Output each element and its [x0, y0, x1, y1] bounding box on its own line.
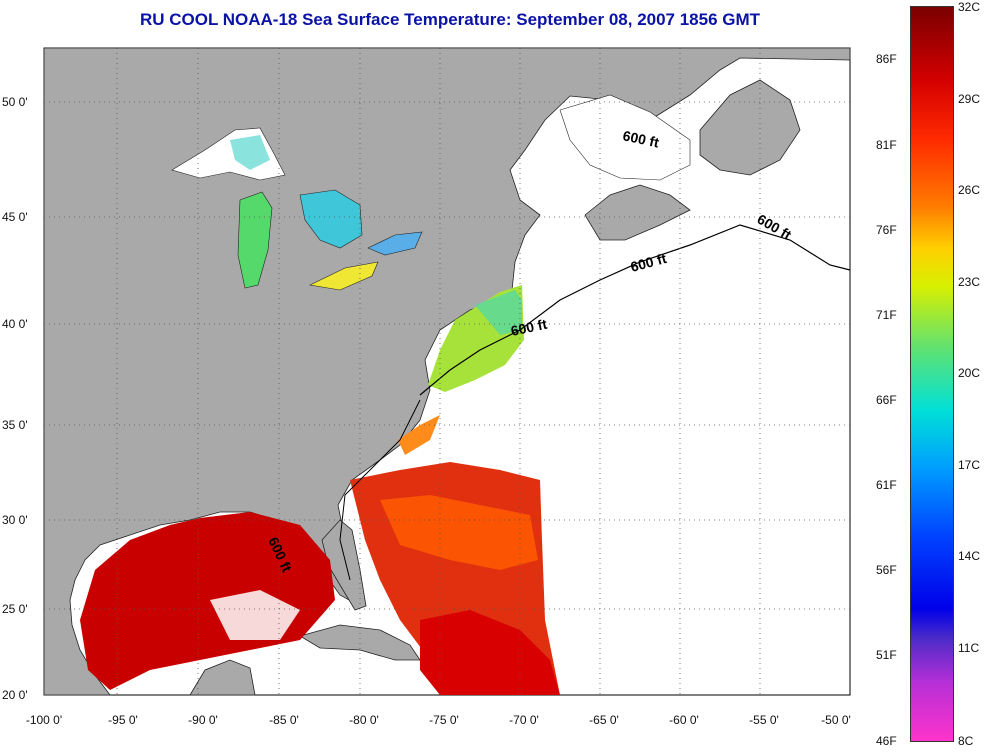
- colorbar-fahrenheit-label: 76F: [876, 223, 897, 237]
- sst-midatlantic-cool: [475, 290, 522, 335]
- colorbar-celsius-label: 20C: [958, 366, 981, 380]
- sst-caribbean: [420, 610, 560, 695]
- colorbar-celsius-label: 8C: [958, 734, 974, 748]
- colorbar-celsius-label: 32C: [958, 0, 981, 14]
- y-tick-label: 25 0': [2, 602, 28, 616]
- temperature-colorbar: [910, 6, 954, 742]
- lake-huron: [299, 189, 363, 249]
- colorbar-fahrenheit-label: 66F: [876, 393, 897, 407]
- sst-gulf-of-mexico: [80, 512, 335, 690]
- colorbar-fahrenheit-label: 61F: [876, 478, 897, 492]
- x-tick-label: -95 0': [108, 713, 138, 727]
- map-title: RU COOL NOAA-18 Sea Surface Temperature:…: [139, 10, 761, 29]
- y-tick-label: 35 0': [2, 418, 28, 432]
- lake-superior-sst: [230, 135, 270, 170]
- lake-erie: [309, 261, 379, 291]
- colorbar-celsius-label: 17C: [958, 458, 981, 472]
- x-tick-label: -50 0': [821, 713, 851, 727]
- x-tick-label: -65 0': [589, 713, 619, 727]
- colorbar-fahrenheit-label: 56F: [876, 563, 897, 577]
- sst-gulf-cool-patch: [210, 590, 300, 640]
- lake-ontario: [367, 231, 423, 256]
- sst-atlantic-orange: [380, 495, 538, 570]
- gulf-st-lawrence: [559, 94, 691, 181]
- colorbar-celsius-label: 26C: [958, 183, 981, 197]
- x-tick-label: -85 0': [269, 713, 299, 727]
- colorbar-fahrenheit-label: 51F: [876, 648, 897, 662]
- x-tick-label: -60 0': [669, 713, 699, 727]
- y-tick-label: 30 0': [2, 513, 28, 527]
- contour-label-4: 600 ft: [509, 316, 548, 339]
- x-tick-label: -75 0': [429, 713, 459, 727]
- y-tick-label: 50 0': [2, 95, 28, 109]
- y-tick-label: 40 0': [2, 317, 28, 331]
- x-tick-label: -70 0': [509, 713, 539, 727]
- lake-michigan: [237, 191, 273, 289]
- nova-scotia-land: [584, 184, 691, 241]
- colorbar-fahrenheit-label: 71F: [876, 308, 897, 322]
- colorbar-fahrenheit-label: 86F: [876, 52, 897, 66]
- colorbar-celsius-label: 11C: [958, 641, 980, 655]
- contour-600ft-south: [339, 399, 421, 581]
- y-tick-label: 20 0': [2, 688, 28, 702]
- x-tick-label: -80 0': [349, 713, 379, 727]
- x-tick-label: -90 0': [188, 713, 218, 727]
- contour-600ft: [419, 224, 851, 396]
- x-tick-label: -55 0': [749, 713, 779, 727]
- newfoundland-land: [699, 79, 801, 176]
- colorbar-celsius-label: 23C: [958, 275, 981, 289]
- y-tick-label: 45 0': [2, 210, 28, 224]
- florida-peninsula: [321, 519, 367, 611]
- x-tick-label: -100 0': [26, 713, 62, 727]
- colorbar-celsius-label: 29C: [958, 92, 981, 106]
- contour-label-1: 600 ft: [621, 127, 660, 150]
- colorbar-fahrenheit-label: 46F: [876, 734, 897, 748]
- colorbar-celsius-label: 14C: [958, 549, 981, 563]
- yucatan-land: [189, 659, 256, 696]
- colorbar-fahrenheit-label: 81F: [876, 138, 897, 152]
